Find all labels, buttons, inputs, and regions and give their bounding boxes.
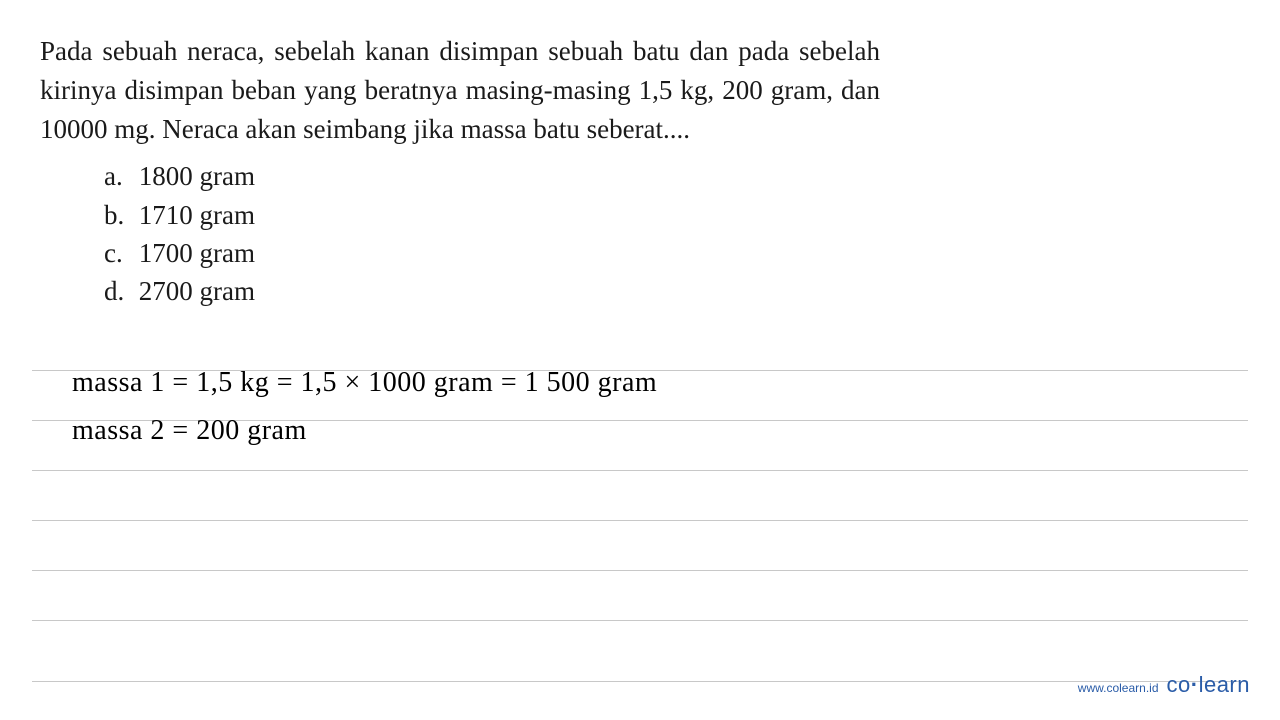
option-label: b.	[104, 196, 132, 234]
option-label: a.	[104, 157, 132, 195]
option-label: c.	[104, 234, 132, 272]
option-b: b. 1710 gram	[104, 196, 880, 234]
handwriting-line-1: massa 1 = 1,5 kg = 1,5 × 1000 gram = 1 5…	[72, 367, 657, 399]
rule-line	[32, 620, 1248, 621]
brand-logo: co·learn	[1167, 672, 1251, 698]
option-d: d. 2700 gram	[104, 272, 880, 310]
work-area: massa 1 = 1,5 kg = 1,5 × 1000 gram = 1 5…	[32, 370, 1248, 621]
brand-dot: ·	[1191, 672, 1199, 697]
option-value: 1710 gram	[139, 200, 255, 230]
option-value: 2700 gram	[139, 276, 255, 306]
bottom-rule-line	[32, 681, 1248, 682]
question-area: Pada sebuah neraca, sebelah kanan disimp…	[0, 0, 920, 331]
watermark-url: www.colearn.id	[1078, 681, 1159, 695]
option-c: c. 1700 gram	[104, 234, 880, 272]
watermark: www.colearn.id co·learn	[1078, 672, 1250, 698]
brand-left: co	[1167, 672, 1191, 697]
question-text: Pada sebuah neraca, sebelah kanan disimp…	[40, 32, 880, 149]
options-list: a. 1800 gram b. 1710 gram c. 1700 gram d…	[40, 157, 880, 310]
option-a: a. 1800 gram	[104, 157, 880, 195]
option-value: 1700 gram	[139, 238, 255, 268]
option-label: d.	[104, 272, 132, 310]
brand-right: learn	[1199, 672, 1250, 697]
option-value: 1800 gram	[139, 161, 255, 191]
